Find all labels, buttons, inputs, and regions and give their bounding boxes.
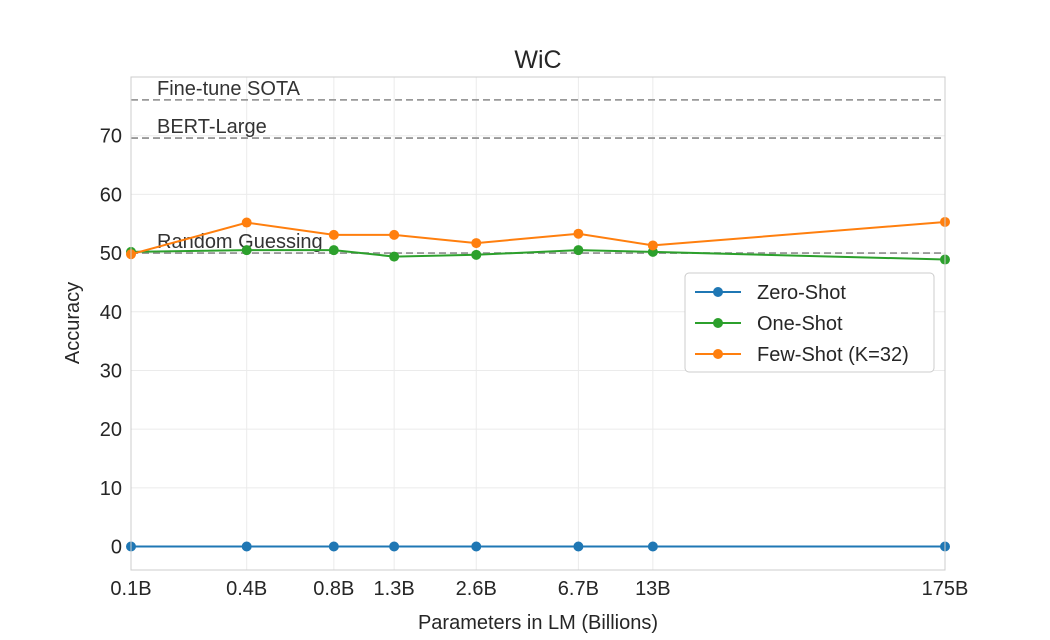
x-tick-label: 1.3B — [374, 578, 415, 600]
y-tick-labels: 0 10 20 30 40 50 60 70 — [100, 126, 122, 559]
x-tick-label: 6.7B — [558, 578, 599, 600]
legend-box — [684, 272, 935, 373]
y-tick-label: 50 — [100, 243, 122, 265]
data-point — [471, 541, 482, 552]
legend-label: Zero-Shot — [757, 282, 846, 304]
legend-marker — [713, 287, 723, 297]
data-point — [241, 541, 252, 552]
data-point — [241, 245, 252, 256]
data-point — [389, 541, 400, 552]
x-tick-label: 2.6B — [456, 578, 497, 600]
series-group — [126, 216, 950, 552]
legend: Zero-Shot One-Shot Few-Shot (K=32) — [684, 272, 935, 373]
y-tick-label: 30 — [100, 360, 122, 382]
data-point — [241, 217, 252, 228]
series-line — [130, 221, 946, 256]
legend-marker — [713, 318, 723, 328]
y-tick-label: 40 — [100, 302, 122, 324]
x-tick-labels: 0.1B 0.4B 0.8B 1.3B 2.6B 6.7B 13B 175B — [110, 578, 968, 600]
data-point — [647, 541, 658, 552]
data-point — [471, 249, 482, 260]
legend-label: One-Shot — [757, 313, 843, 335]
reference-line-label: BERT-Large — [157, 116, 267, 138]
y-tick-label: 20 — [100, 419, 122, 441]
data-point — [573, 541, 584, 552]
x-tick-label: 0.4B — [226, 578, 267, 600]
data-point — [328, 541, 339, 552]
data-point — [471, 238, 482, 249]
data-point — [328, 245, 339, 256]
series-line — [130, 249, 946, 261]
x-tick-label: 0.1B — [110, 578, 151, 600]
data-point — [573, 228, 584, 239]
plot-frame — [130, 76, 946, 571]
y-tick-label: 0 — [111, 537, 122, 559]
data-point — [389, 229, 400, 240]
data-point — [573, 245, 584, 256]
y-tick-label: 10 — [100, 478, 122, 500]
data-point — [389, 251, 400, 262]
y-tick-label: 70 — [100, 126, 122, 148]
legend-marker — [713, 349, 723, 359]
reference-line-label: Fine-tune SOTA — [157, 78, 301, 100]
data-point — [647, 240, 658, 251]
y-axis-label: Accuracy — [62, 282, 84, 364]
legend-label: Few-Shot (K=32) — [757, 344, 909, 366]
series-few-shot-k-32 — [126, 216, 950, 260]
y-tick-label: 60 — [100, 184, 122, 206]
chart-title: WiC — [514, 46, 561, 74]
x-tick-label: 13B — [635, 578, 671, 600]
x-tick-label: 175B — [922, 578, 969, 600]
x-axis-label: Parameters in LM (Billions) — [418, 612, 658, 634]
x-tick-label: 0.8B — [313, 578, 354, 600]
data-point — [328, 229, 339, 240]
